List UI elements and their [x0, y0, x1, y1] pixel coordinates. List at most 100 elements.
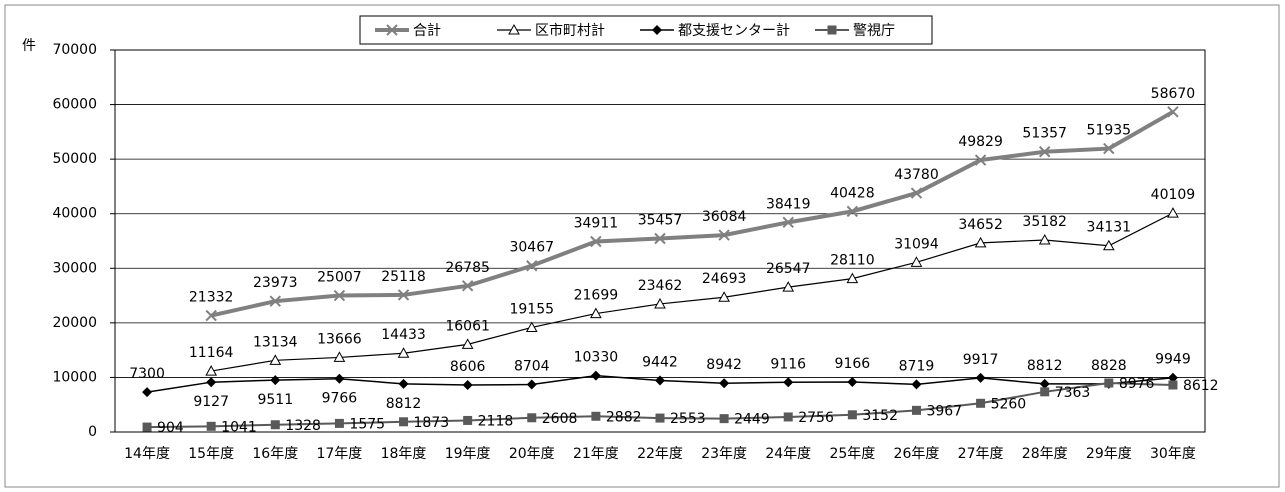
data-point — [206, 421, 216, 431]
data-label: 35457 — [638, 213, 683, 229]
data-label: 51935 — [1087, 123, 1132, 139]
data-point — [397, 347, 410, 358]
data-label: 1575 — [349, 416, 385, 432]
legend-marker — [827, 25, 837, 35]
data-point — [333, 351, 346, 362]
data-label: 8812 — [386, 396, 422, 412]
data-label: 40109 — [1151, 187, 1196, 203]
data-label: 26547 — [766, 261, 811, 277]
x-tick-label: 28年度 — [1022, 446, 1068, 462]
x-tick-label: 16年度 — [252, 446, 298, 462]
legend-label: 都支援センター計 — [678, 23, 790, 39]
data-point — [975, 372, 986, 383]
data-label: 8812 — [1027, 358, 1063, 374]
data-point — [782, 281, 795, 292]
data-point — [718, 229, 730, 241]
data-point — [462, 380, 473, 391]
data-label: 49829 — [958, 134, 1003, 150]
data-point — [719, 414, 729, 424]
data-point — [911, 405, 921, 415]
data-point — [846, 205, 859, 218]
data-label: 7363 — [1055, 385, 1091, 401]
data-label: 43780 — [894, 167, 939, 183]
data-point — [526, 379, 537, 390]
data-point — [398, 378, 409, 389]
data-label: 1328 — [285, 418, 321, 434]
data-label: 51357 — [1022, 126, 1067, 142]
data-label: 2608 — [542, 411, 578, 427]
data-point — [142, 422, 152, 432]
x-tick-label: 21年度 — [573, 446, 619, 462]
data-label: 28110 — [830, 253, 875, 269]
data-point — [590, 307, 602, 319]
data-label: 11164 — [189, 345, 234, 361]
data-point — [1104, 378, 1114, 388]
data-label: 25007 — [317, 270, 362, 286]
data-point — [847, 410, 857, 420]
data-point — [1167, 207, 1179, 218]
data-point — [783, 377, 794, 388]
data-point — [974, 236, 987, 248]
data-label: 8704 — [514, 359, 550, 375]
data-point — [590, 370, 601, 381]
data-point — [269, 295, 282, 307]
data-label: 2882 — [606, 409, 642, 425]
x-tick-label: 25年度 — [829, 446, 875, 462]
data-point — [461, 338, 474, 349]
data-label: 9442 — [642, 354, 678, 370]
y-tick-label: 60000 — [52, 97, 97, 113]
data-point — [846, 272, 859, 284]
data-point — [1103, 142, 1115, 155]
x-tick-label: 14年度 — [124, 446, 170, 462]
y-axis-label: 件 — [22, 38, 36, 54]
legend-label: 合計 — [413, 23, 441, 39]
data-label: 8612 — [1183, 378, 1219, 394]
legend-label: 区市町村計 — [535, 22, 605, 39]
data-label: 38419 — [766, 196, 811, 212]
data-label: 7300 — [129, 366, 165, 382]
legend-label: 警視庁 — [853, 23, 895, 39]
data-point — [1039, 378, 1050, 389]
x-tick-label: 26年度 — [894, 446, 940, 462]
data-point — [205, 365, 218, 376]
data-label: 3152 — [862, 408, 898, 424]
data-point — [525, 321, 538, 332]
data-label: 34652 — [958, 217, 1003, 233]
data-label: 1041 — [221, 419, 257, 435]
legend-marker — [652, 25, 662, 35]
y-tick-label: 50000 — [52, 151, 97, 167]
data-label: 23973 — [253, 275, 298, 291]
data-point — [719, 378, 730, 389]
data-point — [783, 412, 793, 422]
x-tick-label: 27年度 — [958, 446, 1004, 462]
data-point — [334, 418, 344, 428]
data-label: 31094 — [894, 236, 939, 252]
data-label: 2118 — [478, 413, 514, 429]
x-tick-label: 23年度 — [701, 446, 747, 462]
data-point — [655, 375, 665, 386]
data-label: 23462 — [638, 278, 683, 294]
data-point — [334, 373, 345, 384]
data-label: 58670 — [1151, 86, 1196, 102]
x-tick-label: 29年度 — [1086, 446, 1132, 462]
x-tick-label: 22年度 — [637, 446, 683, 462]
data-label: 8719 — [899, 358, 935, 374]
data-point — [463, 415, 473, 425]
x-tick-label: 17年度 — [316, 446, 362, 462]
data-label: 9127 — [193, 394, 229, 410]
data-point — [1038, 233, 1051, 245]
y-tick-label: 0 — [88, 424, 97, 440]
data-point — [1039, 146, 1051, 158]
data-label: 8828 — [1091, 358, 1127, 374]
data-point — [270, 420, 280, 430]
x-tick-label: 19年度 — [445, 446, 491, 462]
data-point — [461, 280, 474, 292]
y-tick-label: 70000 — [52, 42, 97, 58]
data-label: 16061 — [445, 318, 490, 334]
data-point — [590, 235, 602, 248]
data-label: 26785 — [445, 260, 490, 276]
data-label: 24693 — [702, 271, 747, 287]
x-tick-label: 24年度 — [765, 446, 811, 462]
data-point — [591, 411, 601, 421]
